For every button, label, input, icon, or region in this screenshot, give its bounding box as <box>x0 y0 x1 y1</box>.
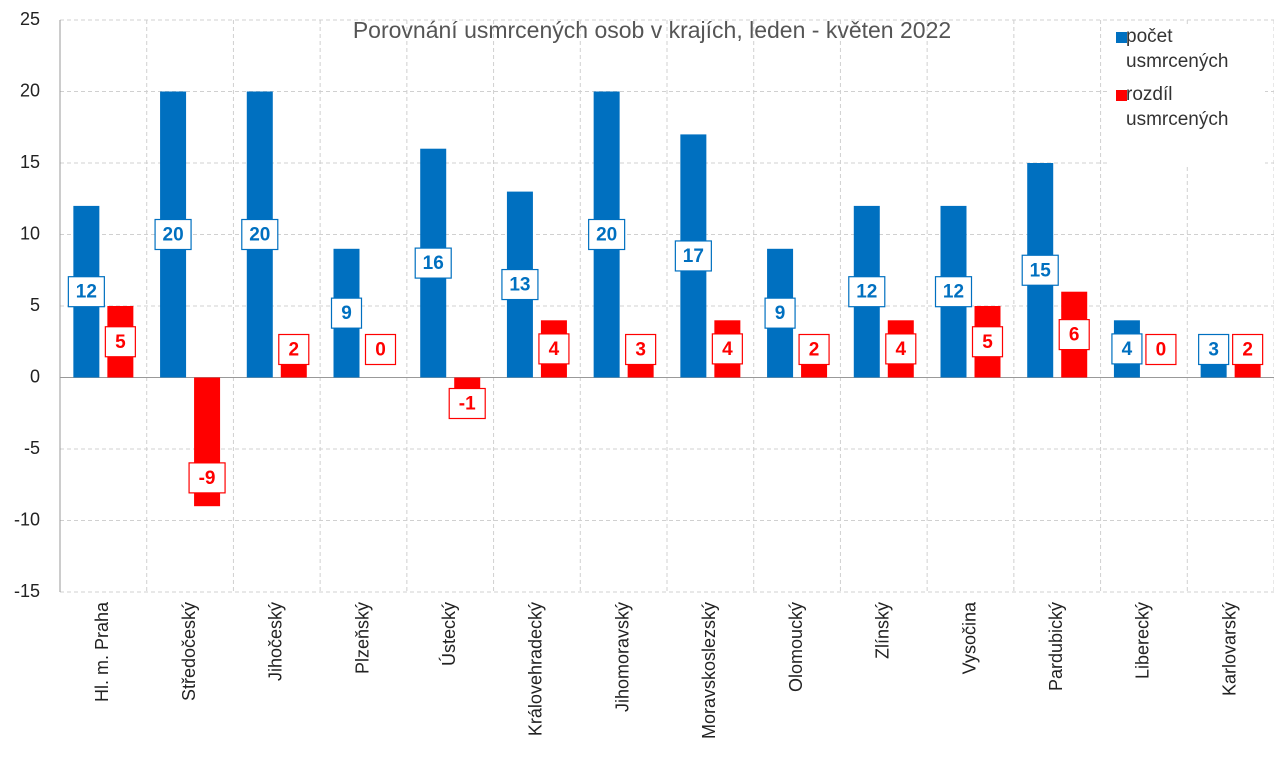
x-tick-label: Jihomoravský <box>612 602 632 712</box>
data-label-box <box>448 387 486 420</box>
data-label-box <box>241 218 279 251</box>
y-tick-label: 20 <box>20 80 40 100</box>
data-label-box <box>885 333 917 365</box>
data-label: -1 <box>459 394 476 415</box>
legend: počet usmrcených rozdíl usmrcených <box>1110 24 1265 164</box>
x-tick-label: Středočeský <box>179 602 199 701</box>
data-label-box <box>1145 333 1177 366</box>
data-label: 3 <box>1208 340 1219 361</box>
data-label: 12 <box>856 282 877 303</box>
data-label: 12 <box>76 282 97 303</box>
data-label: 3 <box>635 340 646 361</box>
data-label-box <box>1058 319 1090 351</box>
data-label: 5 <box>982 332 993 353</box>
legend-label: počet usmrcených <box>1126 26 1229 72</box>
data-label: 0 <box>1156 340 1167 361</box>
x-tick-label: Olomoucký <box>786 602 806 692</box>
data-label: 2 <box>288 340 299 361</box>
data-label-box <box>1198 333 1230 366</box>
y-tick-label: -10 <box>14 509 40 529</box>
data-label-box <box>154 218 192 251</box>
y-tick-label: 15 <box>20 152 40 172</box>
data-label-box <box>278 333 310 366</box>
data-label: 13 <box>509 275 530 296</box>
x-tick-label: Moravskoslezský <box>699 602 719 739</box>
data-label-box <box>188 462 226 494</box>
x-tick-label: Pardubický <box>1046 602 1066 691</box>
data-label-box <box>798 333 830 366</box>
y-tick-label: -5 <box>24 438 40 458</box>
data-label-box <box>104 326 136 358</box>
data-label-box <box>674 240 712 272</box>
data-label: 2 <box>1242 340 1253 361</box>
data-label: 9 <box>775 303 786 324</box>
legend-swatch <box>1116 32 1127 43</box>
x-tick-label: Královehradecký <box>526 602 546 736</box>
legend-item: rozdíl usmrcených <box>1110 82 1265 132</box>
data-label: 16 <box>423 253 444 274</box>
data-label: 0 <box>375 340 386 361</box>
data-label: 17 <box>683 246 704 267</box>
data-label-box <box>934 276 973 308</box>
data-label-box <box>414 247 452 279</box>
x-tick-label: Jihočeský <box>266 602 286 681</box>
data-label: 4 <box>722 339 733 360</box>
data-label: -9 <box>199 468 216 489</box>
y-tick-label: -15 <box>14 581 40 601</box>
data-label-box <box>764 297 796 329</box>
legend-label: rozdíl usmrcených <box>1126 84 1229 130</box>
data-label: 12 <box>943 282 964 303</box>
x-tick-label: Karlovarský <box>1219 602 1239 696</box>
data-label: 5 <box>115 332 126 353</box>
data-label-box <box>588 218 626 251</box>
legend-item: počet usmrcených <box>1110 24 1265 74</box>
y-tick-label: 0 <box>30 366 40 386</box>
data-label-box <box>501 268 539 301</box>
data-label-box <box>848 276 886 308</box>
data-label-box <box>538 333 570 365</box>
data-label: 20 <box>249 225 270 246</box>
x-tick-label: Plzeňský <box>352 602 372 674</box>
data-label: 20 <box>596 225 617 246</box>
data-label-box <box>1021 254 1059 286</box>
x-tick-label: Ústecký <box>438 602 459 666</box>
x-tick-label: Vysočina <box>959 601 979 674</box>
data-label-box <box>711 333 743 365</box>
x-tick-label: Zlínský <box>873 602 893 659</box>
data-label: 15 <box>1030 260 1052 281</box>
data-label: 2 <box>809 340 820 361</box>
data-label-box <box>1111 333 1143 365</box>
data-label-box <box>625 333 657 366</box>
data-label-box <box>971 326 1004 358</box>
chart-title: Porovnání usmrcených osob v krajích, led… <box>353 17 951 43</box>
legend-swatch <box>1116 90 1127 101</box>
data-label: 4 <box>1122 339 1133 360</box>
data-label-box <box>364 333 397 366</box>
data-label-box <box>1232 333 1264 366</box>
data-label: 6 <box>1069 325 1080 346</box>
data-label-box <box>67 276 105 308</box>
x-tick-label: Hl. m. Praha <box>92 601 112 702</box>
data-label: 9 <box>341 303 352 324</box>
x-tick-label: Liberecký <box>1133 602 1153 679</box>
y-tick-label: 5 <box>30 295 40 315</box>
y-tick-label: 10 <box>20 223 40 243</box>
data-label: 4 <box>895 339 906 360</box>
data-label: 20 <box>163 225 184 246</box>
data-label: 4 <box>549 339 560 360</box>
data-label-box <box>330 297 363 329</box>
y-tick-label: 25 <box>20 9 40 29</box>
